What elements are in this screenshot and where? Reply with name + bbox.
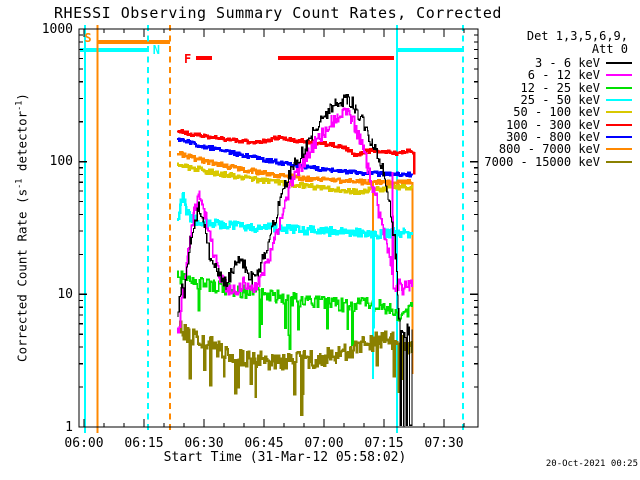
x-tick-label: 06:15 — [124, 436, 164, 451]
trace-25-50keV — [176, 192, 414, 329]
x-tick-label: 07:00 — [304, 436, 344, 451]
legend-item-label: 300 - 800 keV — [506, 130, 600, 145]
legend-item-label: 25 - 50 keV — [520, 93, 600, 108]
creation-timestamp: 20-Oct-2021 00:25 — [545, 459, 638, 469]
flag-bar — [397, 48, 462, 52]
flag-bar — [278, 56, 394, 60]
y-axis-title-mid: detector — [14, 110, 30, 179]
flag-label-n: N — [152, 43, 161, 57]
x-tick-label: 06:45 — [244, 436, 284, 451]
legend-item-label: 12 - 25 keV — [520, 80, 600, 95]
legend-item-label: 100 - 300 keV — [506, 117, 600, 132]
legend-item-label: 3 - 6 keV — [534, 56, 600, 70]
x-tick-label: 06:00 — [64, 436, 104, 451]
flag-label-s: S — [84, 31, 92, 45]
x-tick-label: 07:30 — [424, 436, 464, 451]
legend-swatch — [606, 148, 632, 151]
chart-title: RHESSI Observing Summary Count Rates, Co… — [54, 4, 502, 22]
legend-swatch — [606, 111, 632, 114]
legend-item-label: 50 - 100 keV — [513, 105, 600, 120]
trace-3-6keV — [177, 93, 413, 426]
flag-bar — [80, 48, 148, 52]
y-tick-label: 10 — [57, 286, 73, 302]
legend-swatch — [606, 123, 632, 126]
trace-12-25keV — [177, 270, 413, 350]
x-axis-title: Start Time (31-Mar-12 05:58:02) — [163, 450, 407, 465]
legend-swatch — [606, 74, 632, 77]
legend-swatch — [606, 160, 632, 163]
x-tick-label: 06:30 — [184, 436, 224, 451]
legend-swatch — [606, 136, 632, 139]
y-axis-title-post: ) — [14, 93, 30, 101]
x-tick-label: 07:15 — [364, 436, 404, 451]
y-tick-label: 1 — [65, 419, 73, 435]
flag-label-f: F — [184, 52, 192, 66]
legend-header-attenuator: Att 0 — [591, 41, 628, 56]
plot-frame — [78, 28, 479, 428]
trace-7000-15000keV — [178, 320, 414, 416]
legend-item-label: 7000 - 15000 keV — [484, 154, 600, 169]
legend-header-detectors: Det 1,3,5,6,9, — [526, 29, 628, 43]
legend-item-label: 800 - 7000 keV — [498, 142, 600, 157]
legend-item-label: 6 - 12 keV — [527, 68, 600, 83]
flag-bar — [97, 40, 170, 44]
trace-800-7000keV — [176, 150, 414, 186]
y-axis-title-sup1: -1 — [14, 178, 25, 189]
y-axis-title-sup2: -1 — [14, 100, 25, 111]
y-axis-title: Corrected Count Rate (s-1 detector-1) — [15, 29, 32, 427]
y-axis-title-text: Corrected Count Rate (s — [14, 188, 30, 362]
legend-swatch — [606, 62, 632, 64]
y-tick-label: 1000 — [41, 21, 73, 37]
legend-swatch — [606, 99, 632, 102]
y-tick-label: 100 — [49, 154, 73, 170]
legend-swatch — [606, 86, 632, 89]
flag-bar — [196, 56, 212, 60]
